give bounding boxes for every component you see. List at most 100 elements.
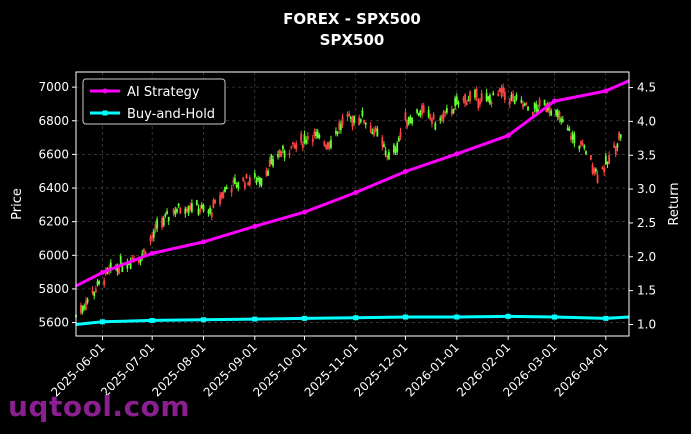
candle-body <box>98 280 101 284</box>
candle-body <box>580 140 582 145</box>
line-layer <box>75 79 630 326</box>
candle-body <box>359 119 362 122</box>
candle-body <box>361 110 364 117</box>
y-tick-label-right: 4.0 <box>637 114 656 128</box>
candle-body <box>166 211 168 214</box>
candle-body <box>409 116 412 123</box>
candle-body <box>300 133 303 142</box>
candle-body <box>601 167 604 170</box>
candle-body <box>338 122 341 131</box>
candle-body <box>336 131 339 134</box>
buy-and-hold-point <box>551 314 557 320</box>
candle-body <box>606 161 609 165</box>
y-tick-label-left: 6400 <box>38 181 69 195</box>
ai-strategy-point <box>200 239 206 245</box>
candle-body <box>583 145 586 149</box>
candle-body <box>416 109 418 113</box>
candle-body <box>267 170 269 176</box>
candle-body <box>174 210 177 215</box>
candle-body <box>503 91 506 101</box>
candle-body <box>189 205 192 210</box>
candle-body <box>485 92 488 102</box>
candle-body <box>510 95 513 99</box>
candle-body <box>593 168 596 174</box>
candle-body <box>214 199 216 204</box>
candle-body <box>479 101 481 105</box>
candle-body <box>291 142 294 145</box>
candle-body <box>219 195 221 205</box>
candle-body <box>397 137 400 142</box>
candle-body <box>474 89 476 98</box>
candle-body <box>177 203 180 207</box>
candle-body <box>513 99 516 104</box>
buy-and-hold-point <box>301 315 307 321</box>
candle-body <box>245 174 248 179</box>
legend-ai-marker <box>102 88 108 94</box>
candle-body <box>349 116 352 120</box>
candle-body <box>151 235 154 239</box>
candle-body <box>86 299 89 303</box>
candle-body <box>156 219 159 229</box>
candle-body <box>445 107 448 113</box>
candle-body <box>119 255 122 265</box>
candle-body <box>537 108 539 113</box>
candle-body <box>523 103 526 106</box>
candle-body <box>406 119 409 128</box>
candle-body <box>604 155 607 165</box>
candle-body <box>176 208 178 212</box>
candle-body <box>399 131 402 137</box>
candle-body <box>142 248 145 254</box>
candle-body <box>118 267 120 275</box>
candle-body <box>573 134 576 144</box>
candle-body <box>186 208 188 213</box>
candle-body <box>209 207 212 214</box>
y-tick-label-right: 4.5 <box>637 81 656 95</box>
chart-subtitle: SPX500 <box>320 31 385 49</box>
candle-body <box>144 251 147 255</box>
y-tick-label-right: 1.5 <box>637 284 656 298</box>
candle-body <box>172 208 175 214</box>
candle-body <box>432 114 435 120</box>
ai-strategy-point <box>505 133 511 139</box>
candle-body <box>422 105 425 113</box>
candle-body <box>243 182 246 189</box>
candle-body <box>253 173 256 178</box>
candle-body <box>306 136 309 141</box>
y-tick-label-left: 6600 <box>38 147 69 161</box>
candle-body <box>278 149 281 157</box>
candle-body <box>585 151 587 155</box>
candle-body <box>454 98 457 106</box>
ai-strategy-point <box>603 88 609 94</box>
candle-body <box>235 184 238 187</box>
candle-body <box>341 116 344 126</box>
legend-bh-label: Buy-and-Hold <box>127 107 215 122</box>
candle-body <box>224 186 226 193</box>
candle-body <box>371 131 374 135</box>
candle-body <box>152 230 155 238</box>
candle-body <box>103 280 106 286</box>
candle-body <box>469 91 471 101</box>
y-tick-label-left: 5800 <box>38 282 69 296</box>
candle-body <box>202 204 205 212</box>
candle-body <box>508 98 511 105</box>
candle-body <box>139 257 142 263</box>
candle-body <box>290 146 293 149</box>
candle-body <box>411 118 414 124</box>
candle-body <box>109 262 112 271</box>
candle-body <box>429 117 432 120</box>
candle-body <box>596 174 599 183</box>
candle-body <box>571 133 574 140</box>
candle-body <box>346 114 349 117</box>
candle-body <box>489 95 491 104</box>
candle-body <box>330 139 332 148</box>
candle-body <box>388 152 390 160</box>
candle-body <box>613 144 615 148</box>
candle-body <box>452 108 455 114</box>
buy-and-hold-point <box>149 317 155 323</box>
candle-body <box>561 119 564 122</box>
legend-ai-label: AI Strategy <box>127 85 200 100</box>
candle-body <box>131 257 134 262</box>
candle-body <box>257 177 260 181</box>
candle-body <box>619 134 622 139</box>
candle-body <box>212 199 215 209</box>
